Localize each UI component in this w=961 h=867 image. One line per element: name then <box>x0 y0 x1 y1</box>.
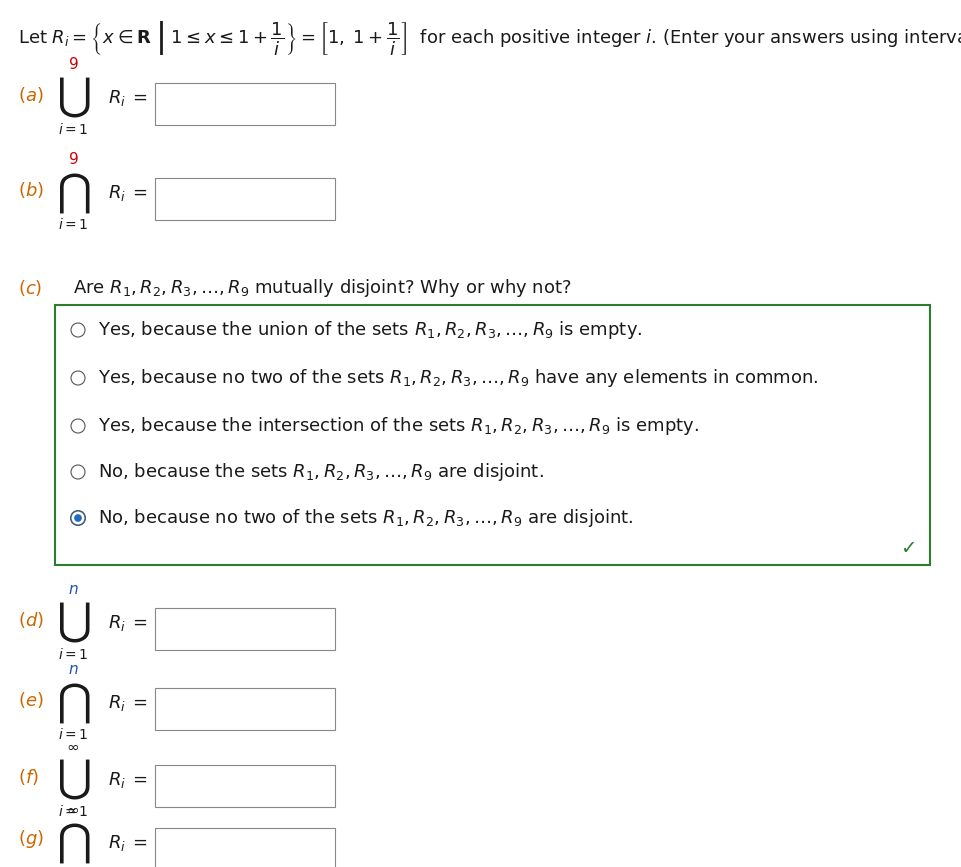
Text: $\bigcap$: $\bigcap$ <box>56 681 90 725</box>
Circle shape <box>71 465 85 479</box>
Text: $\bigcap$: $\bigcap$ <box>56 171 90 215</box>
Text: $R_i\;=$: $R_i\;=$ <box>108 770 148 790</box>
Circle shape <box>71 419 85 433</box>
Text: $i = 1$: $i = 1$ <box>58 727 88 742</box>
Circle shape <box>71 371 85 385</box>
Bar <box>55 305 929 565</box>
Bar <box>155 83 334 125</box>
Text: $9$: $9$ <box>67 151 78 167</box>
Text: Yes, because no two of the sets $R_1, R_2, R_3, \ldots, R_9$ have any elements i: Yes, because no two of the sets $R_1, R_… <box>98 367 818 389</box>
Text: $R_i\;=$: $R_i\;=$ <box>108 88 148 108</box>
Text: $(a)$: $(a)$ <box>18 85 43 105</box>
Text: $R_i\;=$: $R_i\;=$ <box>108 693 148 713</box>
Text: $\bigcup$: $\bigcup$ <box>56 601 90 645</box>
Text: $R_i\;=$: $R_i\;=$ <box>108 833 148 853</box>
Text: $\bigcup$: $\bigcup$ <box>56 76 90 120</box>
Text: Yes, because the union of the sets $R_1, R_2, R_3, \ldots, R_9$ is empty.: Yes, because the union of the sets $R_1,… <box>98 319 642 341</box>
Text: $i = 1$: $i = 1$ <box>58 804 88 819</box>
Text: $i = 1$: $i = 1$ <box>58 647 88 662</box>
Text: $n$: $n$ <box>67 662 78 677</box>
Bar <box>155 608 334 650</box>
Text: No, because no two of the sets $R_1, R_2, R_3, \ldots, R_9$ are disjoint.: No, because no two of the sets $R_1, R_2… <box>98 507 633 529</box>
Text: $(e)$: $(e)$ <box>18 690 43 710</box>
Text: $\bigcap$: $\bigcap$ <box>56 821 90 865</box>
Bar <box>155 765 334 807</box>
Text: Let $R_i = \left\{x \in \mathbf{R}\;\middle|\;1 \leq x \leq 1 + \dfrac{1}{i}\rig: Let $R_i = \left\{x \in \mathbf{R}\;\mid… <box>18 19 961 57</box>
Text: $9$: $9$ <box>67 56 78 72</box>
Bar <box>155 688 334 730</box>
Text: Are $R_1, R_2, R_3, \ldots, R_9$ mutually disjoint? Why or why not?: Are $R_1, R_2, R_3, \ldots, R_9$ mutuall… <box>73 277 571 299</box>
Text: $\bigcup$: $\bigcup$ <box>56 758 90 802</box>
Text: $(c)$: $(c)$ <box>18 278 42 298</box>
Circle shape <box>71 511 85 525</box>
Bar <box>155 828 334 867</box>
Text: $(f)$: $(f)$ <box>18 767 38 787</box>
Bar <box>155 178 334 220</box>
Text: $R_i\;=$: $R_i\;=$ <box>108 613 148 633</box>
Text: $R_i\;=$: $R_i\;=$ <box>108 183 148 203</box>
Text: No, because the sets $R_1, R_2, R_3, \ldots, R_9$ are disjoint.: No, because the sets $R_1, R_2, R_3, \ld… <box>98 461 543 483</box>
Text: $\checkmark$: $\checkmark$ <box>899 538 914 557</box>
Text: $\infty$: $\infty$ <box>66 739 80 754</box>
Text: $(g)$: $(g)$ <box>18 828 44 850</box>
Text: $\infty$: $\infty$ <box>66 802 80 817</box>
Text: Yes, because the intersection of the sets $R_1, R_2, R_3, \ldots, R_9$ is empty.: Yes, because the intersection of the set… <box>98 415 699 437</box>
Text: $(b)$: $(b)$ <box>18 180 44 200</box>
Text: $i = 1$: $i = 1$ <box>58 122 88 137</box>
Circle shape <box>74 514 82 522</box>
Text: $(d)$: $(d)$ <box>18 610 44 630</box>
Text: $i = 1$: $i = 1$ <box>58 217 88 232</box>
Circle shape <box>71 511 85 525</box>
Text: $n$: $n$ <box>67 582 78 597</box>
Circle shape <box>71 323 85 337</box>
